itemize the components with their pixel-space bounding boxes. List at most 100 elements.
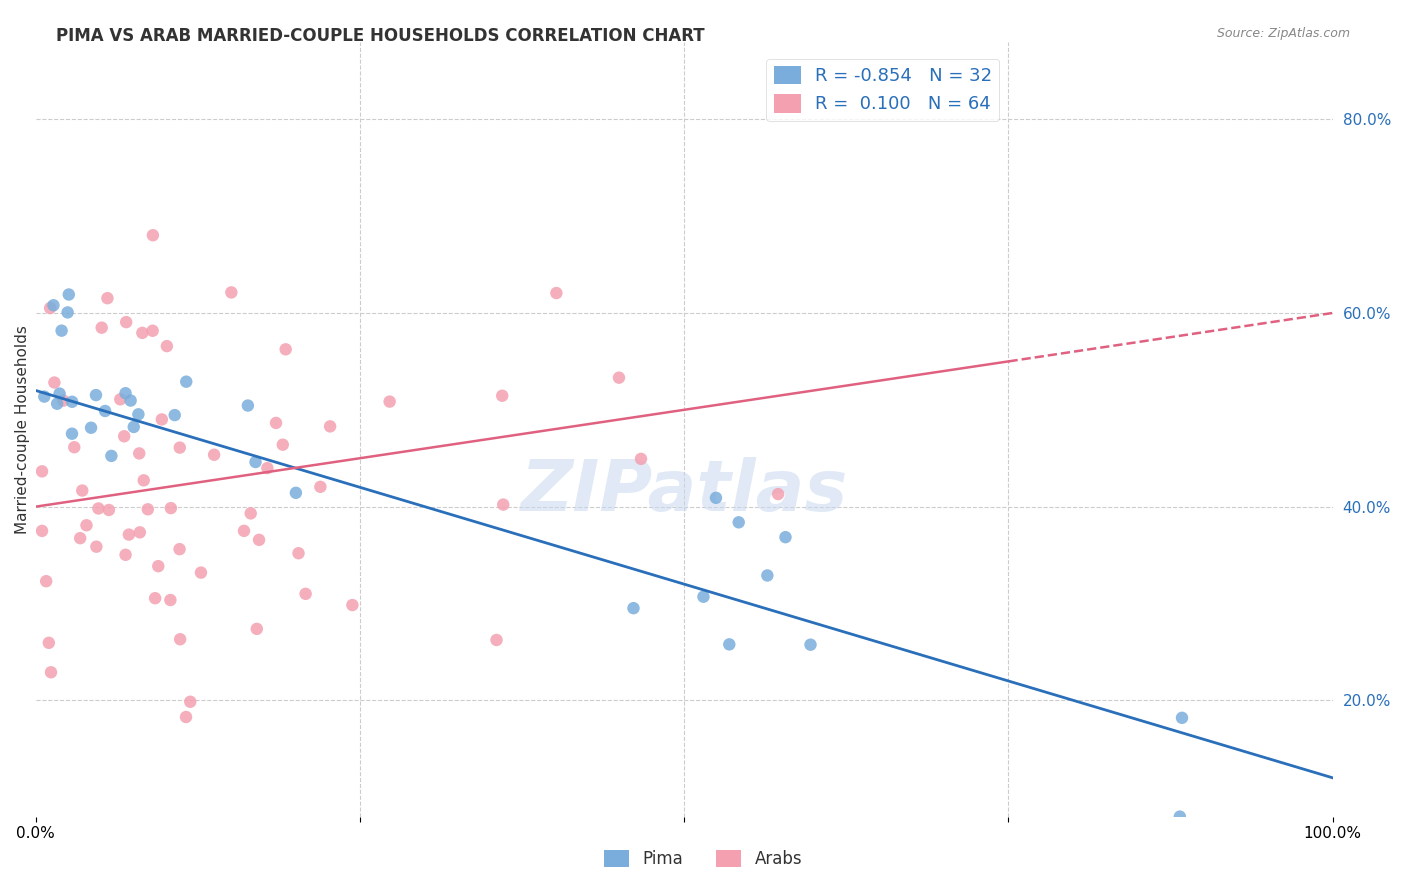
Point: [1171, 711, 1194, 725]
Point: [718, 637, 741, 651]
Point: [46, 397, 69, 411]
Point: [799, 638, 821, 652]
Legend: Pima, Arabs: Pima, Arabs: [598, 843, 808, 875]
Point: [35, 574, 58, 589]
Point: [630, 451, 652, 466]
Point: [236, 399, 259, 413]
Point: [58, 287, 80, 301]
Point: [169, 441, 191, 455]
Point: [114, 548, 136, 562]
Point: [142, 324, 165, 338]
Point: [115, 315, 138, 329]
Point: [42, 298, 65, 312]
Point: [247, 533, 270, 547]
Point: [233, 524, 256, 538]
Point: [97, 503, 120, 517]
Point: [90, 320, 112, 334]
Point: [114, 386, 136, 401]
Point: [94, 404, 117, 418]
Point: [44, 376, 66, 390]
Point: [169, 632, 191, 647]
Point: [31, 464, 53, 478]
Point: [692, 590, 714, 604]
Y-axis label: Married-couple Households: Married-couple Households: [15, 325, 30, 533]
Point: [492, 498, 515, 512]
Point: [60, 394, 83, 409]
Point: [127, 407, 149, 421]
Point: [156, 339, 179, 353]
Point: [174, 710, 197, 724]
Point: [96, 291, 118, 305]
Text: ZIPatlas: ZIPatlas: [520, 457, 848, 525]
Point: [287, 546, 309, 560]
Point: [112, 429, 135, 443]
Point: [704, 491, 727, 505]
Point: [607, 370, 630, 384]
Point: [110, 392, 132, 407]
Legend: R = -0.854   N = 32, R =  0.100   N = 64: R = -0.854 N = 32, R = 0.100 N = 64: [766, 59, 1000, 120]
Point: [100, 449, 122, 463]
Point: [118, 527, 141, 541]
Text: Source: ZipAtlas.com: Source: ZipAtlas.com: [1216, 27, 1350, 40]
Point: [56, 305, 79, 319]
Point: [51, 324, 73, 338]
Point: [69, 531, 91, 545]
Point: [271, 438, 294, 452]
Point: [169, 542, 191, 557]
Point: [491, 389, 513, 403]
Point: [136, 502, 159, 516]
Point: [546, 286, 568, 301]
Point: [63, 440, 86, 454]
Point: [143, 591, 166, 606]
Point: [1168, 809, 1191, 823]
Point: [256, 461, 278, 475]
Point: [120, 393, 142, 408]
Point: [294, 587, 316, 601]
Point: [264, 416, 287, 430]
Point: [160, 501, 183, 516]
Point: [239, 507, 262, 521]
Point: [76, 518, 98, 533]
Point: [150, 412, 173, 426]
Point: [378, 394, 401, 409]
Point: [766, 487, 789, 501]
Point: [87, 501, 110, 516]
Point: [174, 375, 197, 389]
Point: [72, 483, 94, 498]
Point: [284, 485, 307, 500]
Point: [179, 695, 201, 709]
Point: [52, 393, 75, 408]
Point: [159, 593, 181, 607]
Point: [190, 566, 212, 580]
Point: [309, 480, 332, 494]
Point: [39, 301, 62, 315]
Point: [38, 636, 60, 650]
Point: [86, 540, 108, 554]
Point: [319, 419, 342, 434]
Point: [274, 343, 297, 357]
Point: [148, 559, 170, 574]
Point: [39, 665, 62, 680]
Point: [245, 455, 267, 469]
Point: [163, 408, 186, 422]
Point: [221, 285, 243, 300]
Point: [34, 390, 56, 404]
Point: [132, 474, 155, 488]
Point: [142, 228, 165, 243]
Point: [80, 421, 103, 435]
Point: [727, 516, 749, 530]
Point: [775, 530, 797, 544]
Point: [756, 568, 779, 582]
Text: PIMA VS ARAB MARRIED-COUPLE HOUSEHOLDS CORRELATION CHART: PIMA VS ARAB MARRIED-COUPLE HOUSEHOLDS C…: [56, 27, 704, 45]
Point: [202, 448, 225, 462]
Point: [128, 525, 150, 540]
Point: [623, 601, 645, 615]
Point: [31, 524, 53, 538]
Point: [128, 446, 150, 460]
Point: [342, 598, 364, 612]
Point: [84, 388, 107, 402]
Point: [48, 386, 70, 401]
Point: [485, 632, 508, 647]
Point: [131, 326, 153, 340]
Point: [122, 420, 145, 434]
